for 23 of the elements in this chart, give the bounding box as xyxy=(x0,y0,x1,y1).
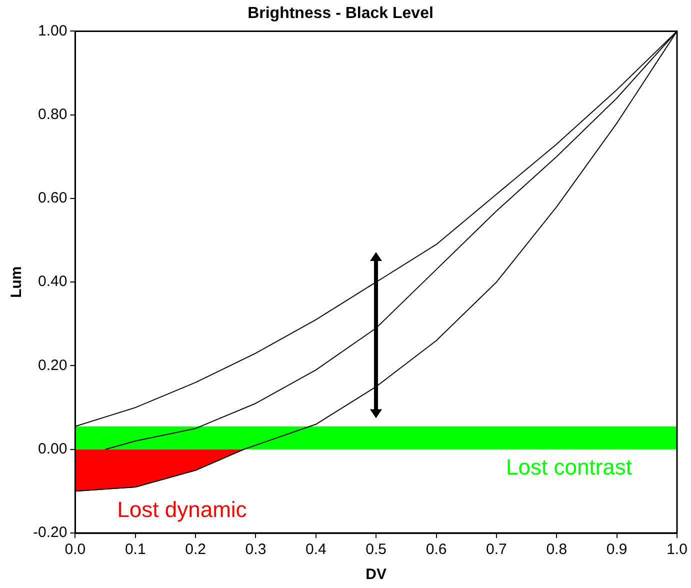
y-tick-label: 0.20 xyxy=(38,356,68,374)
y-tick-label: -0.20 xyxy=(32,524,68,542)
y-axis-title: Lum xyxy=(8,266,26,298)
x-tick-label: 0.4 xyxy=(305,541,326,558)
y-tick-label: 0.60 xyxy=(38,190,68,207)
x-tick-label: 1.0 xyxy=(666,541,688,558)
x-tick-label: 0.6 xyxy=(426,541,447,558)
x-tick-label: 0.5 xyxy=(366,541,387,558)
y-tick-label: 0.00 xyxy=(38,440,68,458)
annotation: Lost dynamic xyxy=(117,497,247,522)
x-tick-label: 0.8 xyxy=(546,541,568,558)
x-axis-title: DV xyxy=(366,566,387,584)
x-tick-label: 0.9 xyxy=(606,541,628,558)
x-tick-label: 0.0 xyxy=(64,541,86,558)
band-label: Lost contrast xyxy=(506,454,632,480)
x-tick-label: 0.7 xyxy=(486,541,507,558)
x-tick-label: 0.3 xyxy=(245,541,266,558)
y-tick-label: 0.40 xyxy=(38,273,68,290)
x-tick-label: 0.1 xyxy=(124,541,146,558)
y-tick-label: 0.80 xyxy=(38,106,68,123)
x-tick-label: 0.2 xyxy=(185,541,206,558)
y-tick-label: 1.00 xyxy=(38,22,68,40)
chart-title: Brightness - Black Level xyxy=(248,5,434,22)
